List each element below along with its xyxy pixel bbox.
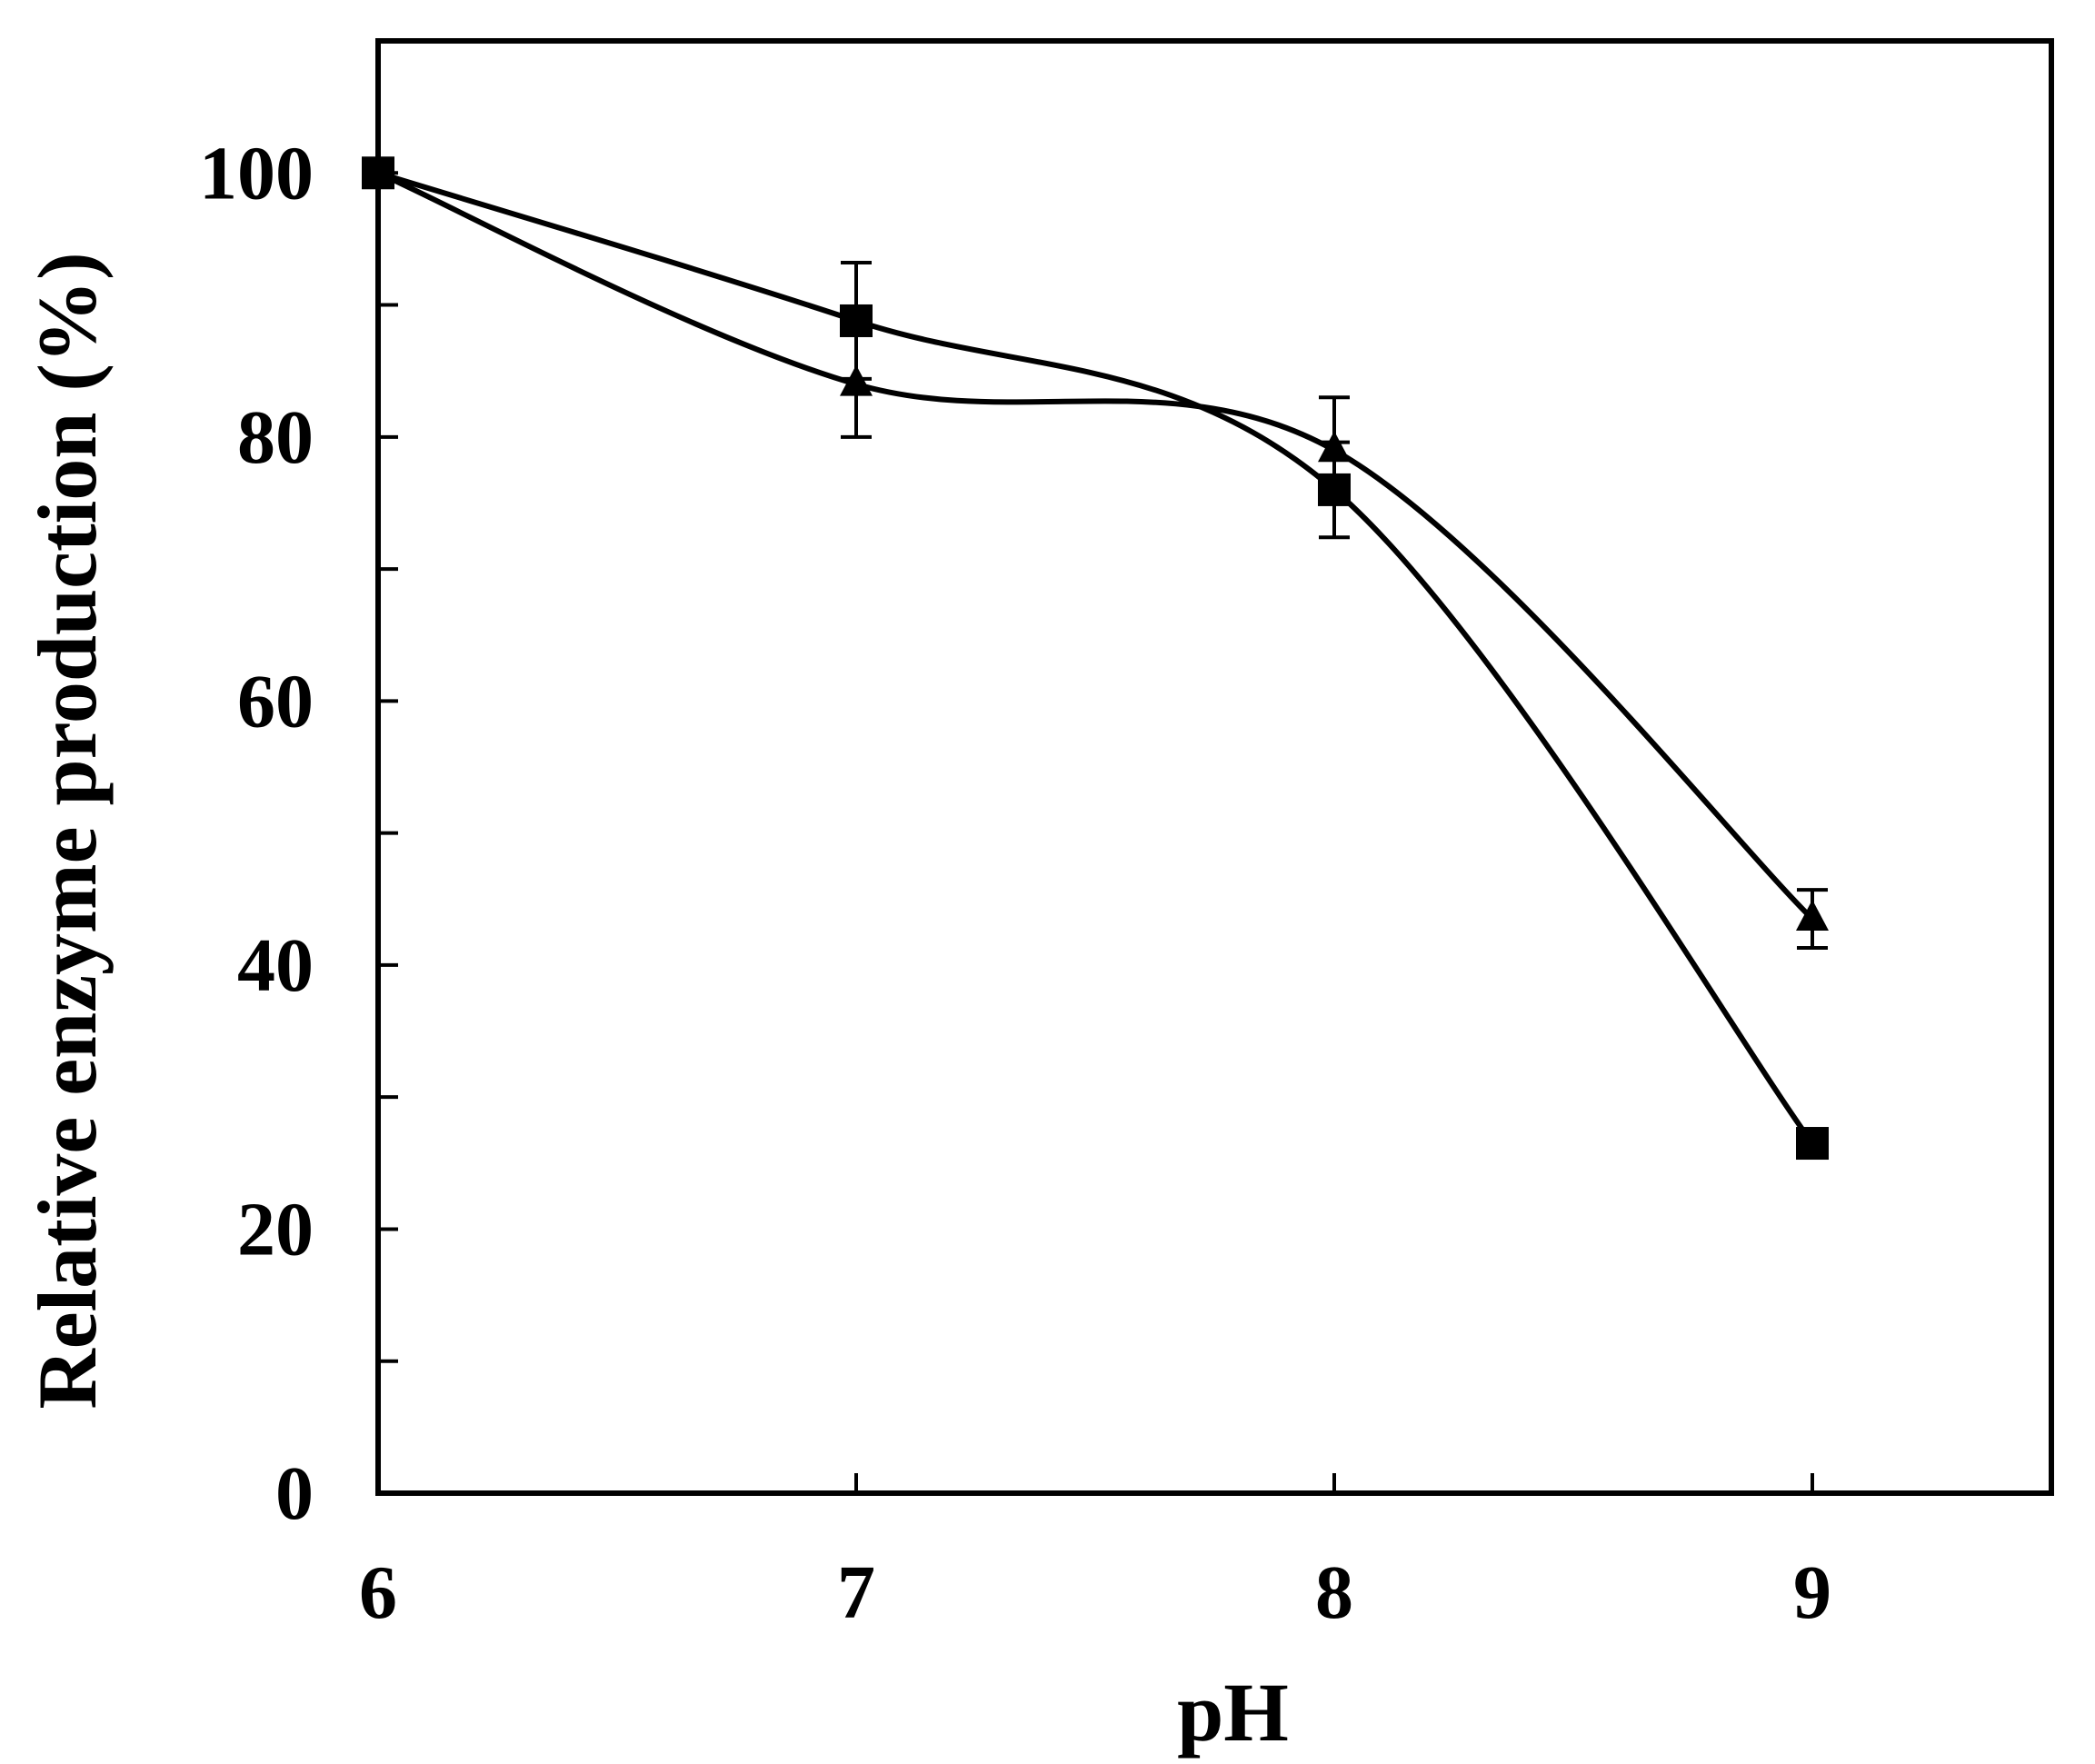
y-tick-label: 40	[237, 923, 314, 1008]
data-point-triangle	[840, 364, 873, 396]
data-point-triangle	[1796, 899, 1829, 931]
data-point-square	[1796, 1127, 1829, 1161]
data-point-square	[840, 304, 873, 337]
x-axis-title: pH	[1177, 1666, 1289, 1759]
series-line-square	[377, 170, 1815, 1145]
y-axis-title: Relative enzyme production (%)	[21, 252, 114, 1409]
y-tick-label: 80	[237, 395, 314, 480]
axes	[375, 38, 2054, 1496]
y-tick-label: 20	[237, 1187, 314, 1271]
y-tick-label: 100	[199, 131, 314, 215]
series-curves	[376, 170, 1815, 1145]
x-tick-label: 8	[1315, 1550, 1353, 1635]
x-tick-label: 7	[837, 1550, 875, 1635]
plot-frame	[375, 38, 2054, 1496]
data-point-square	[1318, 473, 1351, 506]
x-tick-label: 9	[1793, 1550, 1831, 1635]
y-tick-label: 60	[237, 659, 314, 743]
error-bars	[841, 261, 1828, 951]
x-tick-label: 6	[359, 1550, 397, 1635]
data-point-triangle	[362, 154, 394, 185]
data-markers	[362, 154, 1829, 1161]
data-point-triangle	[1318, 431, 1351, 463]
tick-labels: 0 20 40 60 80 100 6 7 8 9	[199, 131, 1831, 1635]
y-tick-label: 0	[275, 1451, 314, 1536]
series-line-triangle	[376, 170, 1815, 922]
